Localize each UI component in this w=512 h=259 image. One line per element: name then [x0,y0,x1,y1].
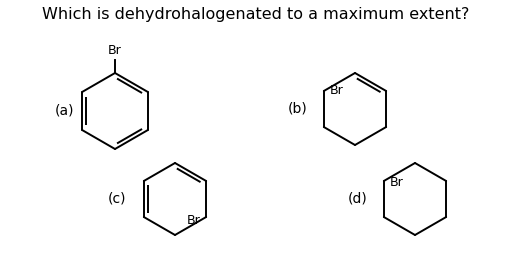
Text: (c): (c) [108,192,126,206]
Text: (a): (a) [55,104,75,118]
Text: Br: Br [186,214,200,227]
Text: (d): (d) [348,192,368,206]
Text: Br: Br [390,176,403,190]
Text: Br: Br [330,84,344,97]
Text: (b): (b) [288,102,308,116]
Text: Br: Br [108,44,122,57]
Text: Which is dehydrohalogenated to a maximum extent?: Which is dehydrohalogenated to a maximum… [42,7,470,22]
